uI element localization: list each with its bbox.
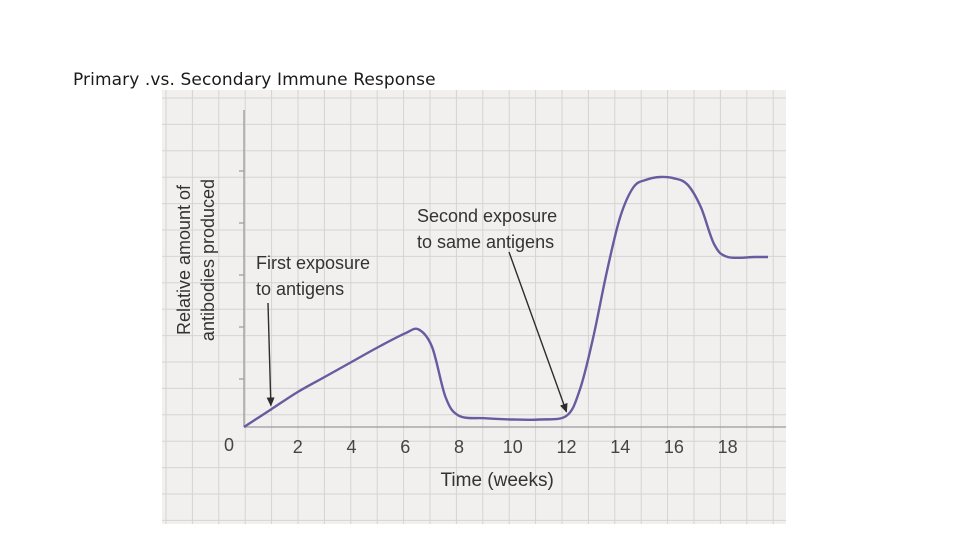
x-axis-label: Time (weeks) [440,470,554,491]
annotation-second-exposure-line-2: to same antigens [417,232,555,252]
annotation-second-exposure: Second exposure to same antigens [417,203,557,255]
annotation-first-exposure: First exposure to antigens [256,250,370,302]
annotation-arrows [266,251,568,413]
chart-svg: 0 2 4 6 8 10 12 14 16 18 [162,90,786,524]
axes [239,110,786,428]
x-tick-label: 16 [664,437,684,457]
y-axis-label-line-1: Relative amount of [174,184,195,336]
y-axis-label-line-2: antibodies produced [198,178,219,342]
annotation-first-exposure-line-1: First exposure [256,253,371,273]
x-tick-label: 2 [293,437,303,457]
series [243,175,768,429]
chart-figure: 0 2 4 6 8 10 12 14 16 18 Relative amount of antib… [162,90,786,524]
y-axis-label: Relative amount of antibodies produced [172,179,220,341]
x-tick-label: 14 [610,437,630,457]
annotation-second-exposure-line-1: Second exposure [417,206,558,226]
x-tick-label: 6 [400,437,410,457]
annotation-first-exposure-line-2: to antigens [256,279,345,299]
x-tick-label: 18 [718,437,738,457]
x-tick-label: 10 [503,437,523,457]
tick-labels: 0 2 4 6 8 10 12 14 16 18 [224,435,738,457]
x-tick-label: 12 [556,437,576,457]
x-tick-label: 8 [454,437,464,457]
antibody-response-line [243,175,768,429]
x-tick-label: 4 [346,437,356,457]
x-tick-label-origin: 0 [224,435,234,455]
slide-title: Primary .vs. Secondary Immune Response [73,70,436,90]
grid [162,90,786,524]
annotation-arrow [266,302,275,407]
annotation-arrow [508,251,568,413]
